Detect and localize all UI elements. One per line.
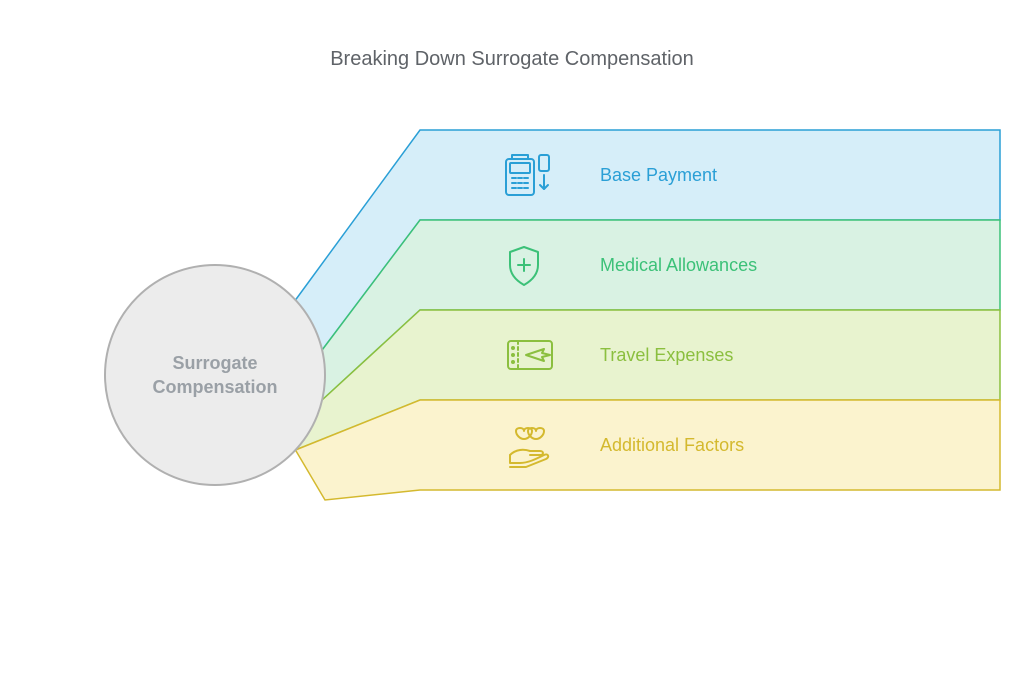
diagram-canvas: Base Payment Medical Allowances Travel E…	[0, 0, 1024, 689]
branch-label: Additional Factors	[600, 435, 744, 455]
branch-label: Medical Allowances	[600, 255, 757, 275]
branch-label: Travel Expenses	[600, 345, 733, 365]
hub-label-line1: Surrogate	[172, 353, 257, 373]
branch-label: Base Payment	[600, 165, 717, 185]
hub-label-line2: Compensation	[152, 377, 277, 397]
hub-circle	[105, 265, 325, 485]
